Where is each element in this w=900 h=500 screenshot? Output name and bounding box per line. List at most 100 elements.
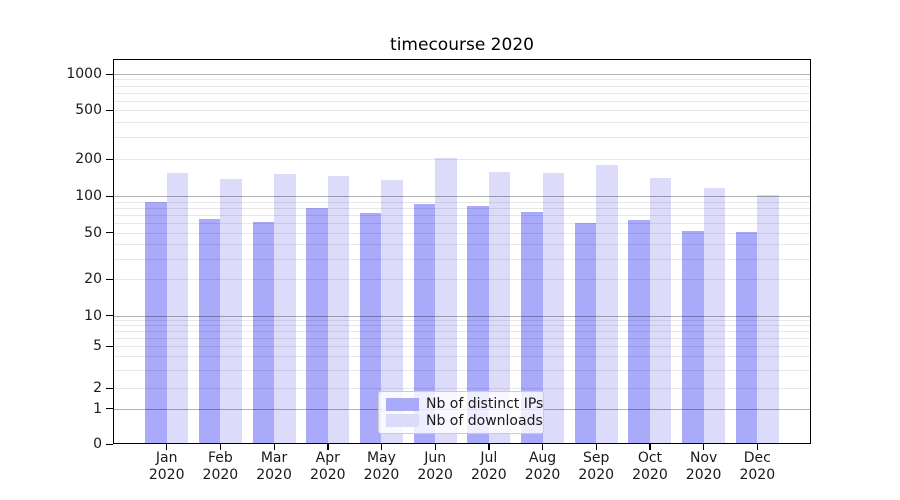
legend: Nb of distinct IPs Nb of downloads bbox=[378, 391, 544, 434]
x-tick-label-aug: Aug 2020 bbox=[524, 450, 561, 483]
gridline-major bbox=[114, 315, 810, 317]
y-tick-mark bbox=[106, 387, 113, 390]
x-tick-label-mar: Mar 2020 bbox=[256, 450, 292, 483]
gridline-minor bbox=[114, 100, 810, 102]
legend-label-distinct-ips: Nb of distinct IPs bbox=[426, 396, 544, 413]
bar-ips-oct bbox=[628, 219, 650, 444]
bar-ips-feb bbox=[198, 218, 221, 444]
bar-downloads-oct bbox=[649, 178, 672, 444]
legend-item-downloads: Nb of downloads bbox=[386, 413, 543, 429]
bar-downloads-jun bbox=[435, 157, 457, 444]
y-tick-label: 100 bbox=[75, 188, 102, 204]
gridline-minor bbox=[114, 214, 810, 216]
gridline-minor bbox=[114, 369, 810, 371]
bar-ips-mar bbox=[252, 222, 275, 444]
x-tick-label-jun: Jun 2020 bbox=[417, 450, 453, 483]
gridline-minor bbox=[114, 338, 810, 340]
y-tick-label: 1 bbox=[93, 400, 102, 417]
y-tick-label: 20 bbox=[84, 271, 102, 288]
gridline-major bbox=[114, 196, 810, 197]
bar-downloads-dec bbox=[757, 194, 779, 444]
gridline-minor bbox=[114, 223, 810, 225]
bar-ips-sep bbox=[574, 223, 597, 444]
x-tick-mark bbox=[327, 444, 329, 450]
bar-downloads-aug bbox=[542, 172, 564, 444]
y-tick-label: 500 bbox=[75, 102, 102, 118]
legend-label-downloads: Nb of downloads bbox=[426, 412, 543, 429]
x-tick-mark bbox=[166, 444, 168, 450]
x-tick-mark bbox=[595, 444, 598, 450]
bar-ips-may bbox=[359, 212, 382, 444]
y-tick-label: 0 bbox=[93, 436, 102, 452]
x-tick-mark bbox=[703, 444, 705, 450]
x-tick-mark bbox=[649, 444, 651, 450]
gridline-minor bbox=[114, 388, 810, 390]
x-tick-label-nov: Nov 2020 bbox=[685, 450, 722, 483]
y-tick-mark bbox=[106, 345, 113, 347]
gridline-minor bbox=[114, 159, 810, 161]
chart-title: timecourse 2020 bbox=[390, 35, 534, 55]
y-tick-mark bbox=[106, 443, 113, 445]
gridline-minor bbox=[114, 232, 810, 234]
bar-ips-jul bbox=[467, 205, 489, 444]
gridline-minor bbox=[114, 79, 810, 81]
gridline-major bbox=[114, 74, 810, 75]
y-tick-label: 10 bbox=[84, 307, 102, 324]
y-tick-mark bbox=[106, 195, 113, 197]
x-tick-mark bbox=[219, 444, 222, 450]
bar-ips-apr bbox=[306, 207, 328, 444]
x-tick-label-sep: Sep 2020 bbox=[578, 450, 615, 483]
x-tick-label-oct: Oct 2020 bbox=[632, 450, 668, 483]
x-tick-mark bbox=[756, 444, 759, 450]
gridline-minor bbox=[114, 244, 810, 246]
bar-ips-dec bbox=[735, 231, 758, 444]
bar-downloads-sep bbox=[596, 165, 618, 444]
x-tick-mark bbox=[488, 444, 490, 450]
gridline-minor bbox=[114, 331, 810, 333]
y-tick-label: 50 bbox=[84, 224, 102, 241]
gridline-minor bbox=[114, 137, 810, 139]
y-tick-label: 1000 bbox=[66, 66, 102, 82]
x-tick-label-jul: Jul 2020 bbox=[471, 450, 507, 483]
y-tick-mark bbox=[106, 278, 113, 281]
gridline-minor bbox=[114, 122, 810, 123]
x-tick-label-jan: Jan 2020 bbox=[148, 450, 185, 483]
bar-downloads-feb bbox=[220, 178, 242, 444]
x-tick-label-feb: Feb 2020 bbox=[202, 450, 239, 483]
x-tick-mark bbox=[542, 444, 544, 450]
x-tick-mark bbox=[273, 444, 275, 450]
gridline-minor bbox=[114, 85, 810, 87]
x-tick-label-apr: Apr 2020 bbox=[309, 450, 346, 483]
bar-ips-aug bbox=[521, 211, 543, 444]
y-tick-mark bbox=[106, 408, 113, 410]
bar-downloads-jul bbox=[488, 172, 511, 444]
legend-swatch-distinct-ips bbox=[386, 397, 419, 411]
gridline-minor bbox=[114, 279, 810, 281]
gridline-minor bbox=[114, 356, 810, 358]
y-tick-label: 200 bbox=[75, 151, 102, 168]
bar-ips-jan bbox=[145, 201, 167, 444]
gridline-minor bbox=[114, 110, 810, 111]
bar-downloads-mar bbox=[274, 173, 296, 444]
x-tick-label-may: May 2020 bbox=[363, 450, 400, 483]
x-tick-mark bbox=[434, 444, 436, 450]
bar-ips-nov bbox=[682, 230, 704, 444]
gridline-minor bbox=[114, 207, 810, 209]
bar-ips-jun bbox=[413, 203, 436, 444]
gridline-minor bbox=[114, 92, 810, 94]
bar-downloads-jan bbox=[166, 172, 189, 444]
y-tick-label: 2 bbox=[93, 380, 102, 397]
y-tick-mark bbox=[106, 109, 113, 111]
bar-downloads-nov bbox=[703, 187, 726, 444]
y-tick-mark bbox=[106, 232, 113, 234]
y-tick-mark bbox=[106, 158, 113, 161]
gridline-minor bbox=[114, 258, 810, 260]
bar-downloads-apr bbox=[327, 176, 350, 444]
y-tick-label: 5 bbox=[93, 338, 102, 354]
gridline-minor bbox=[114, 320, 810, 322]
y-tick-mark bbox=[106, 315, 113, 317]
y-tick-mark bbox=[106, 73, 113, 75]
x-tick-mark bbox=[380, 444, 383, 450]
bar-downloads-may bbox=[381, 180, 403, 444]
